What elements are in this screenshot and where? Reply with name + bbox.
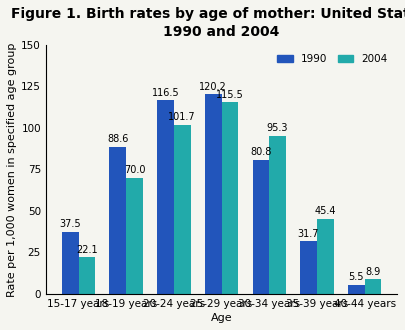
Title: Figure 1. Birth rates by age of mother: United States,
1990 and 2004: Figure 1. Birth rates by age of mother: … [11,7,405,39]
Text: 70.0: 70.0 [124,165,145,175]
Text: 120.2: 120.2 [199,82,226,92]
Bar [173,125,190,294]
Text: 95.3: 95.3 [266,123,288,133]
Bar [109,147,126,294]
Bar [269,136,285,294]
Text: 88.6: 88.6 [107,134,128,144]
Text: 80.8: 80.8 [249,147,271,157]
Bar [157,100,173,294]
Text: 116.5: 116.5 [151,88,179,98]
Text: 115.5: 115.5 [215,89,243,100]
X-axis label: Age: Age [210,313,232,323]
Text: 101.7: 101.7 [168,113,196,122]
Text: 45.4: 45.4 [314,206,335,216]
Bar [78,257,95,294]
Bar [364,279,380,294]
Text: 8.9: 8.9 [364,267,379,277]
Bar [252,160,269,294]
Bar [316,218,333,294]
Legend: 1990, 2004: 1990, 2004 [272,50,391,68]
Bar [126,178,143,294]
Text: 37.5: 37.5 [59,219,81,229]
Bar [205,94,221,294]
Text: 22.1: 22.1 [76,245,98,255]
Bar [62,232,78,294]
Bar [347,285,364,294]
Bar [221,102,238,294]
Bar [299,241,316,294]
Y-axis label: Rate per 1,000 women in specified age group: Rate per 1,000 women in specified age gr… [7,42,17,297]
Text: 31.7: 31.7 [297,229,318,239]
Text: 5.5: 5.5 [347,272,363,282]
